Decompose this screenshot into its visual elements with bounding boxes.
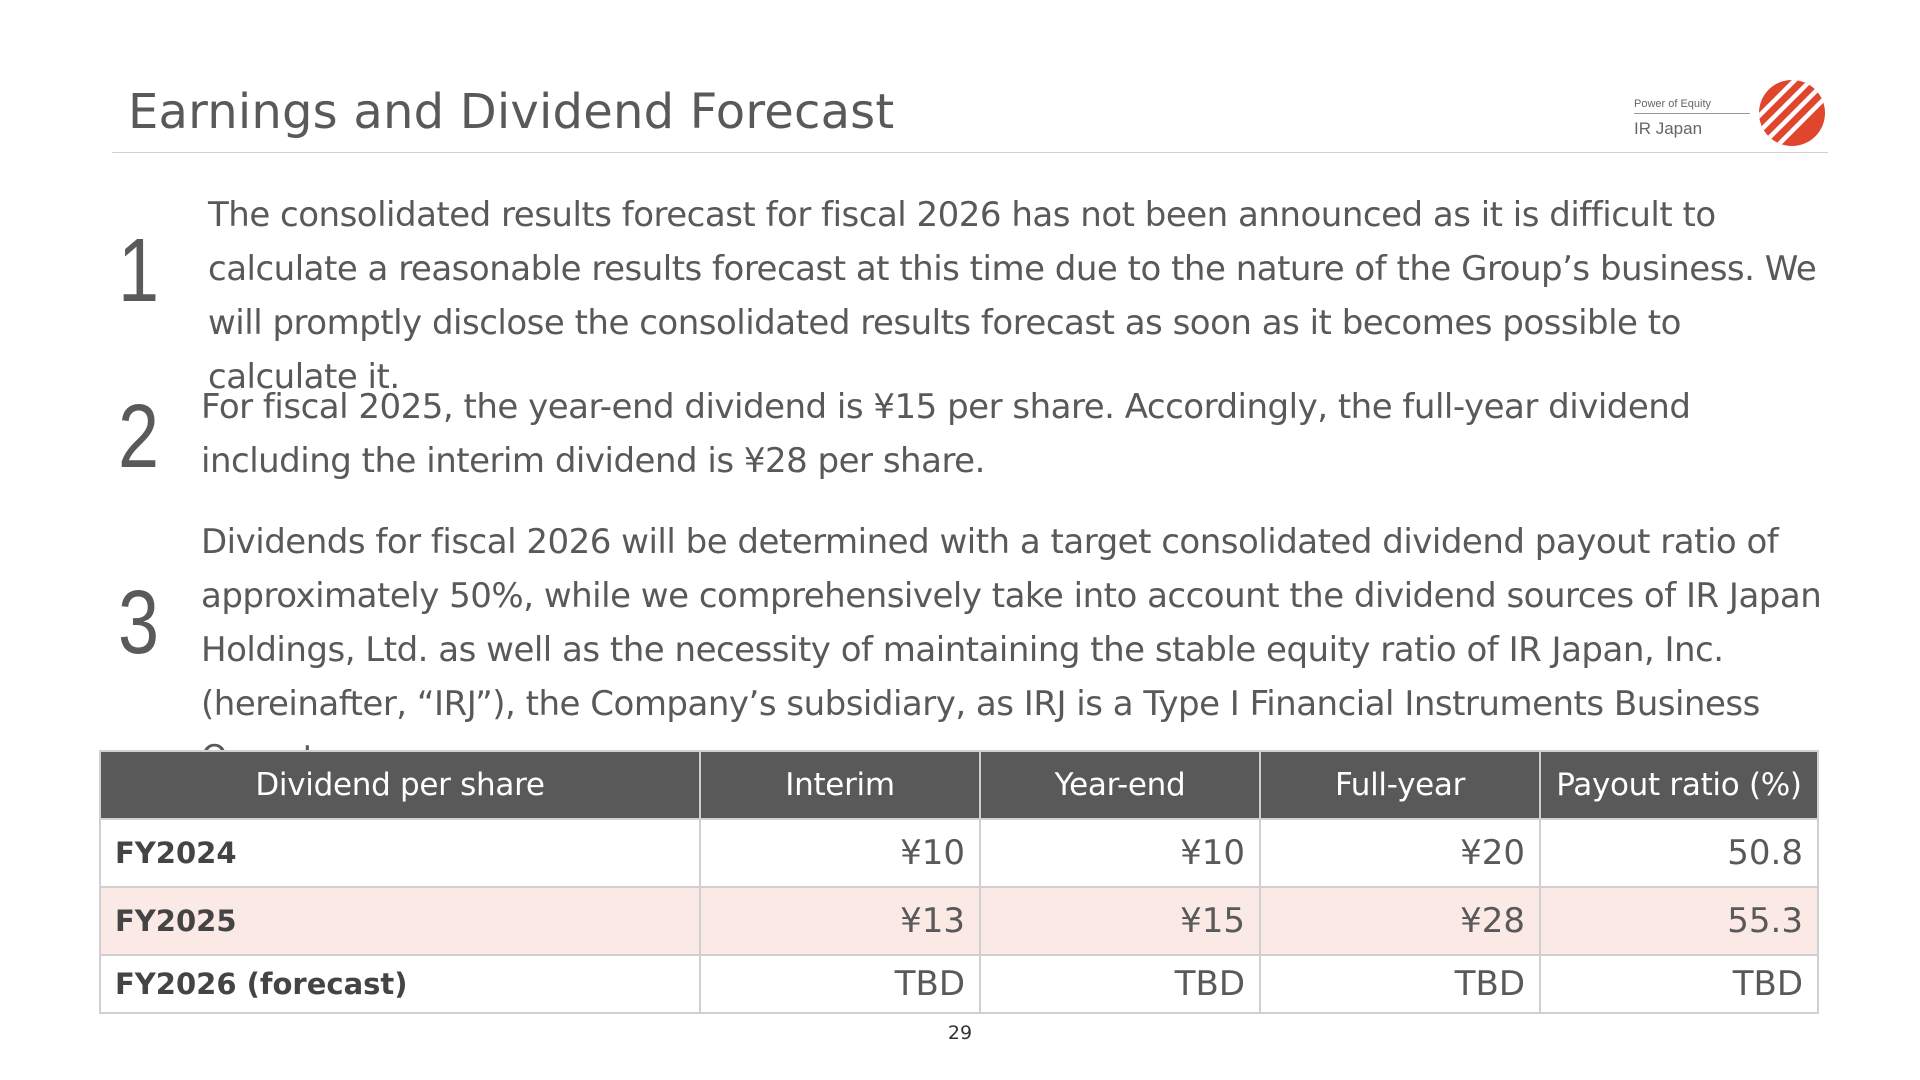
table-cell: TBD xyxy=(699,954,981,1014)
table-row: FY2025 ¥13 ¥15 ¥28 55.3 xyxy=(99,886,1819,956)
logo-tagline: Power of Equity xyxy=(1634,98,1712,110)
logo-divider xyxy=(1634,113,1750,114)
table-cell: ¥20 xyxy=(1259,818,1541,888)
company-logo: Power of Equity IR Japan xyxy=(1632,78,1832,148)
dividend-table: Dividend per share Interim Year-end Full… xyxy=(99,750,1819,1014)
column-header: Dividend per share xyxy=(99,750,701,820)
row-label: FY2026 (forecast) xyxy=(99,954,701,1014)
table-header-row: Dividend per share Interim Year-end Full… xyxy=(99,750,1819,820)
column-header: Interim xyxy=(699,750,981,820)
column-header: Payout ratio (%) xyxy=(1539,750,1819,820)
table-row: FY2024 ¥10 ¥10 ¥20 50.8 xyxy=(99,818,1819,888)
table-cell: 55.3 xyxy=(1539,886,1819,956)
table-cell: TBD xyxy=(979,954,1261,1014)
logo-name: IR Japan xyxy=(1634,119,1703,138)
table-cell: 50.8 xyxy=(1539,818,1819,888)
table-cell: ¥10 xyxy=(979,818,1261,888)
diagonal-stripes-circle-icon xyxy=(1759,80,1825,146)
page-title: Earnings and Dividend Forecast xyxy=(128,84,895,140)
table-cell: ¥15 xyxy=(979,886,1261,956)
point-1-number: 1 xyxy=(118,221,160,321)
header-divider xyxy=(112,152,1828,153)
table-row: FY2026 (forecast) TBD TBD TBD TBD xyxy=(99,954,1819,1014)
table-cell: TBD xyxy=(1539,954,1819,1014)
table-cell: ¥28 xyxy=(1259,886,1541,956)
column-header: Full-year xyxy=(1259,750,1541,820)
point-2-number: 2 xyxy=(118,387,160,487)
table-cell: ¥13 xyxy=(699,886,981,956)
row-label: FY2024 xyxy=(99,818,701,888)
point-3-text: Dividends for fiscal 2026 will be determ… xyxy=(201,522,1822,778)
point-2-text: For fiscal 2025, the year-end dividend i… xyxy=(201,387,1691,481)
point-3-number: 3 xyxy=(118,573,160,673)
point-1-text: The consolidated results forecast for fi… xyxy=(208,195,1817,397)
page-number: 29 xyxy=(947,1022,973,1044)
column-header: Year-end xyxy=(979,750,1261,820)
table-cell: TBD xyxy=(1259,954,1541,1014)
row-label: FY2025 xyxy=(99,886,701,956)
table-cell: ¥10 xyxy=(699,818,981,888)
